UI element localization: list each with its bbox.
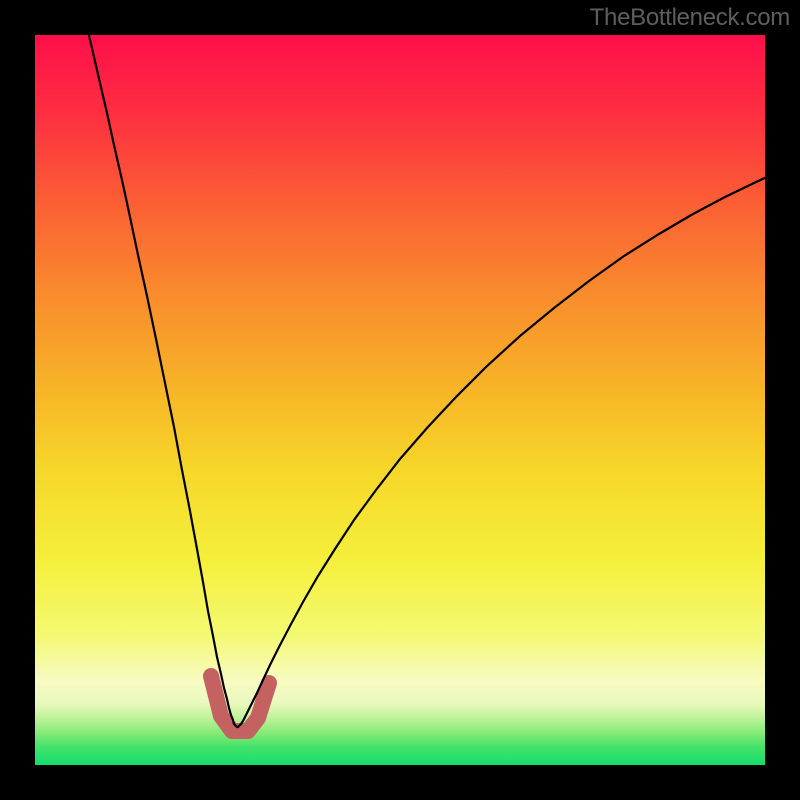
gradient-plot-area [35, 35, 765, 765]
bottleneck-chart [0, 0, 800, 800]
chart-container: { "canvas": { "width": 800, "height": 80… [0, 0, 800, 800]
watermark-text: TheBottleneck.com [590, 4, 790, 32]
